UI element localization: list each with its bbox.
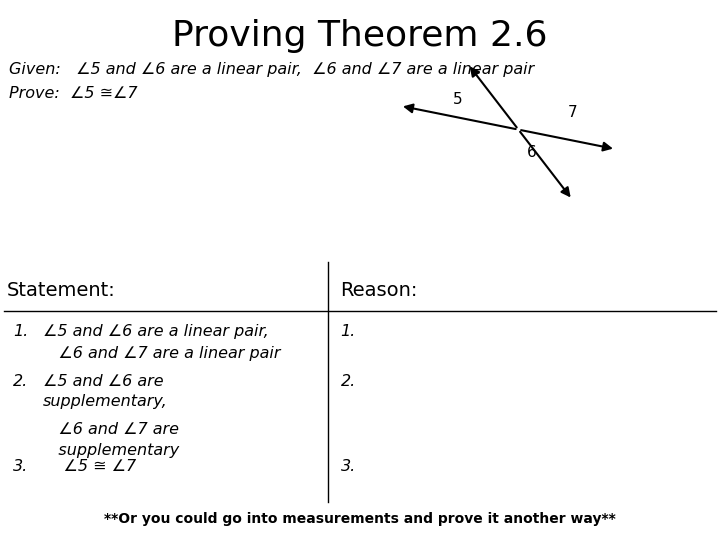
Text: Statement:: Statement:: [7, 281, 116, 300]
Text: ∠5 and ∠6 are a linear pair,: ∠5 and ∠6 are a linear pair,: [43, 324, 269, 339]
Text: 2.: 2.: [13, 374, 28, 389]
Text: ∠5 and ∠6 are: ∠5 and ∠6 are: [43, 374, 164, 389]
Text: Reason:: Reason:: [341, 281, 418, 300]
Text: ∠5 ≅ ∠7: ∠5 ≅ ∠7: [43, 459, 136, 474]
Text: 5: 5: [452, 92, 462, 107]
Text: Prove:  ∠5 ≅∠7: Prove: ∠5 ≅∠7: [9, 86, 137, 102]
Text: Proving Theorem 2.6: Proving Theorem 2.6: [172, 19, 548, 53]
Text: ∠6 and ∠7 are: ∠6 and ∠7 are: [43, 422, 179, 437]
Text: supplementary: supplementary: [43, 443, 179, 458]
Text: 1.: 1.: [13, 324, 28, 339]
Text: 2.: 2.: [341, 374, 356, 389]
Text: ∠6 and ∠7 are a linear pair: ∠6 and ∠7 are a linear pair: [43, 346, 281, 361]
Text: 3.: 3.: [13, 459, 28, 474]
Text: 7: 7: [567, 105, 577, 120]
Text: Given:   ∠5 and ∠6 are a linear pair,  ∠6 and ∠7 are a linear pair: Given: ∠5 and ∠6 are a linear pair, ∠6 a…: [9, 62, 534, 77]
Text: 3.: 3.: [341, 459, 356, 474]
Text: 6: 6: [526, 145, 536, 160]
Text: **Or you could go into measurements and prove it another way**: **Or you could go into measurements and …: [104, 512, 616, 526]
Text: 1.: 1.: [341, 324, 356, 339]
Text: supplementary,: supplementary,: [43, 394, 168, 409]
